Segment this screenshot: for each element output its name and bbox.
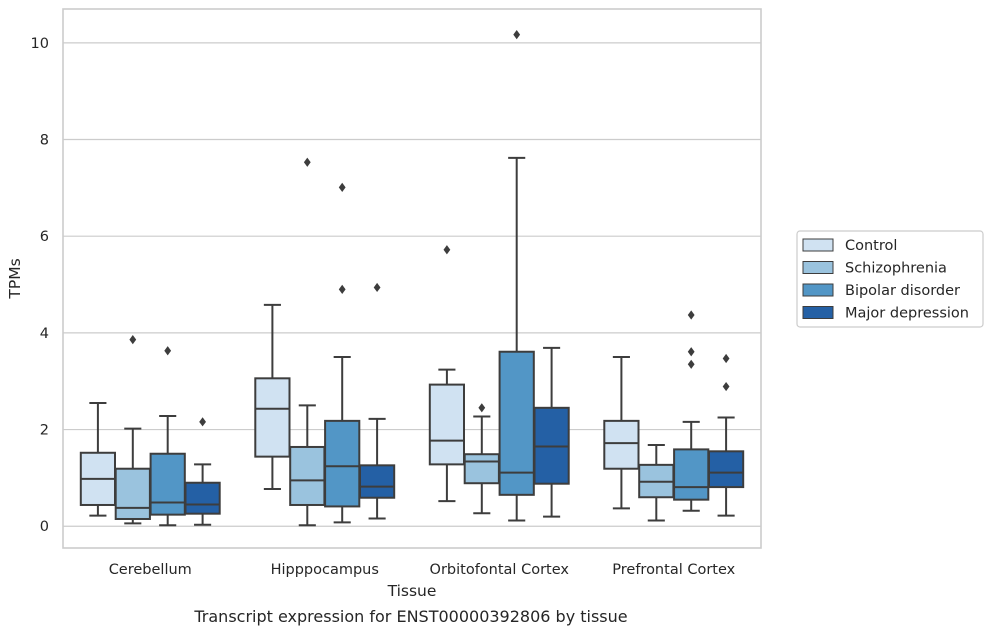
- box-iqr: [289, 445, 326, 506]
- outlier-point: [513, 30, 521, 40]
- legend-entry: Major depression: [845, 306, 969, 322]
- x-tick-label: Prefrontal Cortex: [612, 562, 735, 578]
- outlier-point: [129, 335, 137, 345]
- y-tick-label: 2: [40, 423, 49, 439]
- legend-swatch: [802, 306, 834, 319]
- x-tick-labels: Cerebellum Hipppocampus Orbitofontal Corte…: [109, 562, 736, 578]
- box-iqr: [603, 419, 640, 470]
- box-major-depression: [707, 353, 745, 517]
- box-iqr: [707, 450, 745, 489]
- x-tick-label: Cerebellum: [109, 562, 192, 578]
- box-control: [79, 401, 117, 517]
- box-bipolar-disorder: [673, 310, 710, 512]
- box-iqr: [358, 464, 396, 499]
- x-tick-label: Orbitofontal Cortex: [430, 562, 570, 578]
- box-bipolar-disorder: [324, 182, 361, 524]
- y-axis-label: TPMs: [6, 258, 24, 299]
- box-major-depression: [533, 346, 570, 518]
- box-schizophrenia: [114, 335, 151, 525]
- plot-frame: [62, 8, 762, 549]
- legend-frame: [796, 230, 984, 328]
- box-schizophrenia: [463, 403, 500, 515]
- box-iqr: [463, 453, 500, 485]
- outlier-point: [478, 403, 486, 413]
- box-control: [254, 303, 291, 491]
- box-iqr: [673, 448, 710, 501]
- box-major-depression: [184, 417, 221, 526]
- outlier-point: [443, 245, 451, 255]
- x-axis-label: Tissue: [387, 582, 437, 600]
- box-iqr: [254, 377, 291, 458]
- y-tick-label: 8: [40, 133, 49, 149]
- y-tick-label: 0: [40, 519, 49, 535]
- chart-caption: Transcript expression for ENST0000039280…: [193, 607, 627, 626]
- outlier-point: [338, 182, 346, 192]
- y-tick-labels: 0 2 4 6 8 10: [31, 36, 49, 535]
- y-tick-label: 4: [40, 326, 49, 342]
- outlier-point: [722, 381, 730, 392]
- x-tick-label: Hipppocampus: [271, 562, 379, 578]
- gridlines: [63, 42, 761, 527]
- y-tick-label: 10: [31, 36, 49, 52]
- box-iqr: [324, 419, 361, 508]
- outlier-point: [303, 157, 311, 167]
- outlier-point: [199, 417, 206, 427]
- outlier-point: [687, 347, 695, 357]
- legend-swatch: [802, 238, 834, 252]
- outlier-point: [338, 284, 346, 294]
- outlier-point: [373, 282, 381, 293]
- outlier-point: [164, 346, 172, 356]
- outlier-point: [687, 359, 695, 369]
- y-tick-label: 6: [40, 229, 49, 245]
- legend-swatch: [802, 261, 834, 274]
- boxes: [79, 30, 745, 527]
- box-schizophrenia: [638, 444, 675, 522]
- outlier-point: [687, 310, 695, 320]
- box-bipolar-disorder: [149, 346, 186, 527]
- box-major-depression: [358, 282, 396, 520]
- box-schizophrenia: [289, 157, 326, 527]
- legend: Control Schizophrenia Bipolar disorder Majo…: [796, 230, 984, 328]
- box-iqr: [184, 481, 221, 515]
- legend-entry: Schizophrenia: [845, 261, 947, 277]
- legend-entry: Bipolar disorder: [845, 283, 960, 299]
- box-control: [603, 356, 640, 510]
- box-bipolar-disorder: [498, 30, 535, 522]
- box-iqr: [149, 452, 186, 516]
- box-iqr: [114, 467, 151, 520]
- box-iqr: [428, 383, 466, 466]
- outlier-point: [722, 353, 730, 364]
- box-control: [428, 245, 466, 503]
- box-iqr: [498, 350, 535, 496]
- legend-entry: Control: [845, 238, 897, 254]
- legend-swatch: [802, 283, 834, 297]
